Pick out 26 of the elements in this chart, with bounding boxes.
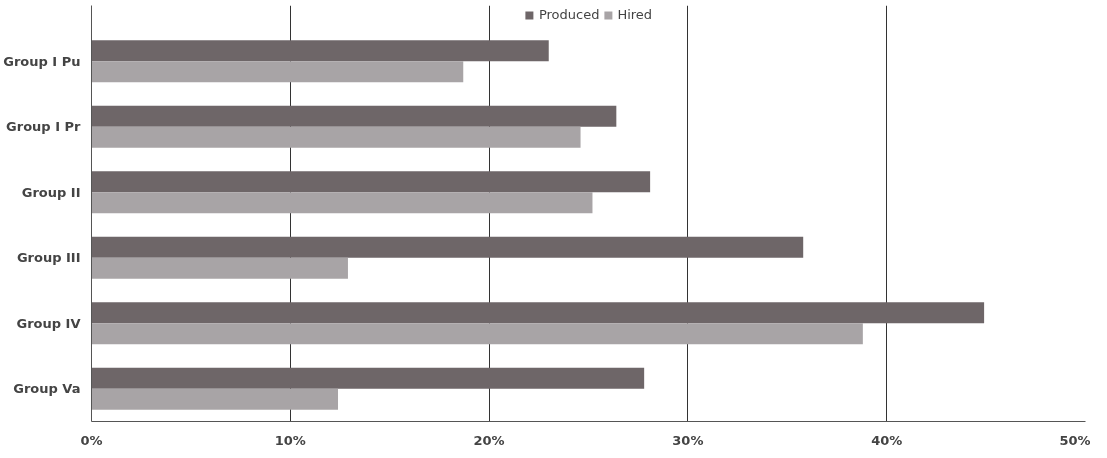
y-tick-label: Group II	[21, 184, 81, 200]
bar	[91, 171, 651, 193]
legend-label: Hired	[617, 7, 653, 22]
x-tick-label: 20%	[473, 432, 505, 448]
y-tick-label: Group IV	[16, 315, 81, 331]
legend-label: Produced	[538, 7, 600, 22]
bar	[91, 126, 581, 148]
bar	[91, 388, 339, 410]
y-tick-label: Group III	[16, 250, 81, 266]
y-tick-label: Group I Pr	[6, 119, 82, 135]
bar	[91, 40, 549, 62]
bar	[91, 236, 804, 258]
bar	[91, 367, 645, 389]
x-tick-label: 10%	[274, 432, 306, 448]
bar	[91, 323, 863, 345]
bar	[91, 192, 593, 214]
x-tick-label: 30%	[672, 432, 704, 448]
x-tick-label: 0%	[80, 432, 103, 448]
bar	[91, 61, 464, 83]
bar	[91, 302, 985, 324]
bar	[91, 257, 348, 279]
x-tick-label: 50%	[1059, 432, 1091, 448]
y-tick-label: Group Va	[13, 381, 81, 397]
x-tick-label: 40%	[871, 432, 903, 448]
y-tick-label: Group I Pu	[3, 53, 81, 69]
bar	[91, 105, 617, 127]
